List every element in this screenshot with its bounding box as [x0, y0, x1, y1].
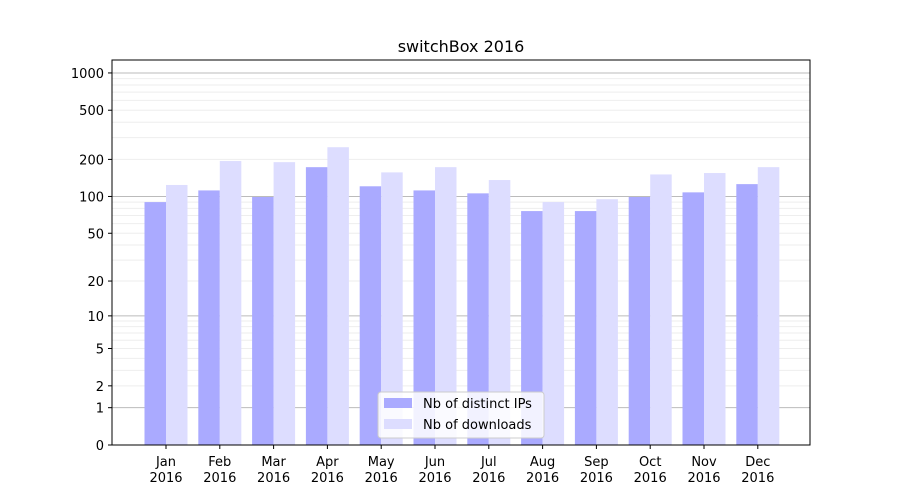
bar-downloads	[381, 172, 403, 445]
legend-swatch	[384, 419, 412, 429]
bar-downloads	[166, 184, 188, 445]
bar-ips	[252, 197, 274, 445]
bar-ips	[628, 197, 651, 445]
chart-title: switchBox 2016	[398, 37, 525, 56]
bar-ips	[574, 211, 597, 445]
bar-ips	[413, 190, 435, 445]
y-tick-label: 10	[87, 310, 104, 325]
y-tick-label: 50	[87, 227, 104, 242]
bar-downloads	[757, 167, 780, 446]
bar-downloads	[327, 147, 349, 446]
bar-downloads	[704, 173, 726, 445]
x-tick-label: Nov 2016	[687, 455, 720, 486]
y-tick-label: 0	[96, 439, 104, 454]
bar-downloads	[488, 180, 511, 446]
bar-ips	[359, 186, 382, 445]
legend-swatch	[384, 398, 412, 408]
y-tick-label: 2	[96, 380, 104, 395]
bar-ips	[521, 211, 543, 445]
y-tick-label: 20	[87, 275, 104, 290]
x-tick-label: Dec 2016	[741, 455, 774, 486]
y-tick-label: 500	[79, 104, 104, 119]
legend-label: Nb of distinct IPs	[423, 397, 532, 412]
x-tick-label: Mar 2016	[257, 455, 290, 486]
x-tick-label: Oct 2016	[634, 455, 667, 486]
bar-downloads	[650, 174, 672, 445]
bar-downloads	[219, 161, 242, 445]
x-tick-label: May 2016	[365, 455, 398, 486]
x-tick-label: Jan 2016	[149, 455, 182, 486]
bar-downloads	[273, 162, 296, 445]
x-tick-label: Jun 2016	[418, 455, 451, 486]
bar-downloads	[596, 199, 618, 445]
y-tick-label: 1	[96, 402, 104, 417]
plot-frame	[111, 59, 811, 446]
bar-ips	[198, 190, 220, 445]
bar-ips	[682, 192, 704, 445]
y-tick-label: 5	[96, 343, 104, 358]
x-tick-label: Jul 2016	[472, 455, 505, 486]
legend-label: Nb of downloads	[423, 418, 532, 433]
bar-ips	[736, 184, 758, 445]
bar-ips	[305, 167, 328, 446]
legend-box	[377, 391, 545, 439]
y-tick-label: 200	[79, 153, 104, 168]
x-tick-label: Aug 2016	[526, 455, 559, 486]
x-tick-label: Feb 2016	[203, 455, 236, 486]
y-tick-label: 100	[79, 190, 104, 205]
legend: Nb of distinct IPs Nb of downloads	[377, 391, 545, 439]
bar-ips	[467, 193, 489, 445]
bar-downloads	[542, 202, 565, 445]
x-tick-label: Sep 2016	[580, 455, 613, 486]
y-tick-label: 1000	[71, 67, 104, 82]
bar-downloads	[435, 167, 457, 446]
x-tick-label: Apr 2016	[311, 455, 344, 486]
bar-ips	[144, 202, 166, 445]
